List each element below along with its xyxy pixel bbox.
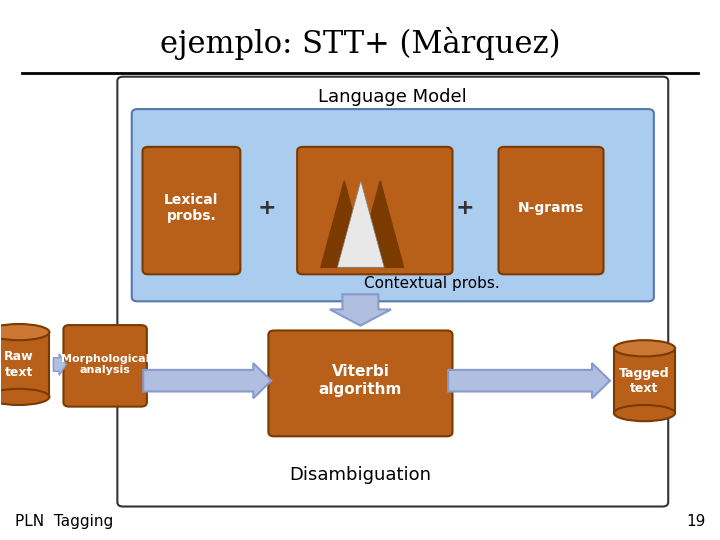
FancyBboxPatch shape [117, 77, 668, 507]
Polygon shape [321, 181, 368, 267]
Text: Disambiguation: Disambiguation [289, 466, 431, 484]
Bar [614, 348, 675, 413]
Polygon shape [338, 181, 384, 267]
FancyBboxPatch shape [143, 147, 240, 274]
Text: +: + [258, 198, 276, 218]
Text: PLN  Tagging: PLN Tagging [15, 514, 114, 529]
Text: Language Model: Language Model [318, 88, 467, 106]
Polygon shape [357, 181, 404, 267]
Ellipse shape [0, 389, 50, 405]
Text: ejemplo: STT+ (Màrquez): ejemplo: STT+ (Màrquez) [160, 26, 561, 60]
FancyArrow shape [330, 294, 391, 326]
FancyBboxPatch shape [297, 147, 452, 274]
FancyBboxPatch shape [63, 325, 147, 407]
Text: Contextual probs.: Contextual probs. [364, 276, 500, 291]
FancyBboxPatch shape [132, 109, 654, 301]
Text: Raw
text: Raw text [4, 350, 34, 379]
FancyArrow shape [448, 363, 610, 399]
Ellipse shape [0, 324, 50, 340]
Text: Tagged
text: Tagged text [619, 367, 670, 395]
Ellipse shape [614, 405, 675, 421]
FancyBboxPatch shape [498, 147, 603, 274]
Text: Viterbi
algorithm: Viterbi algorithm [319, 364, 402, 397]
Ellipse shape [614, 340, 675, 356]
Text: +: + [455, 198, 474, 218]
Text: N-grams: N-grams [518, 201, 584, 215]
Text: Morphological
analysis: Morphological analysis [61, 354, 149, 375]
FancyArrow shape [143, 363, 271, 399]
FancyBboxPatch shape [269, 330, 452, 436]
Bar [0, 332, 50, 397]
FancyArrow shape [53, 354, 66, 375]
Text: 19: 19 [686, 514, 706, 529]
Text: Lexical
probs.: Lexical probs. [164, 193, 219, 223]
